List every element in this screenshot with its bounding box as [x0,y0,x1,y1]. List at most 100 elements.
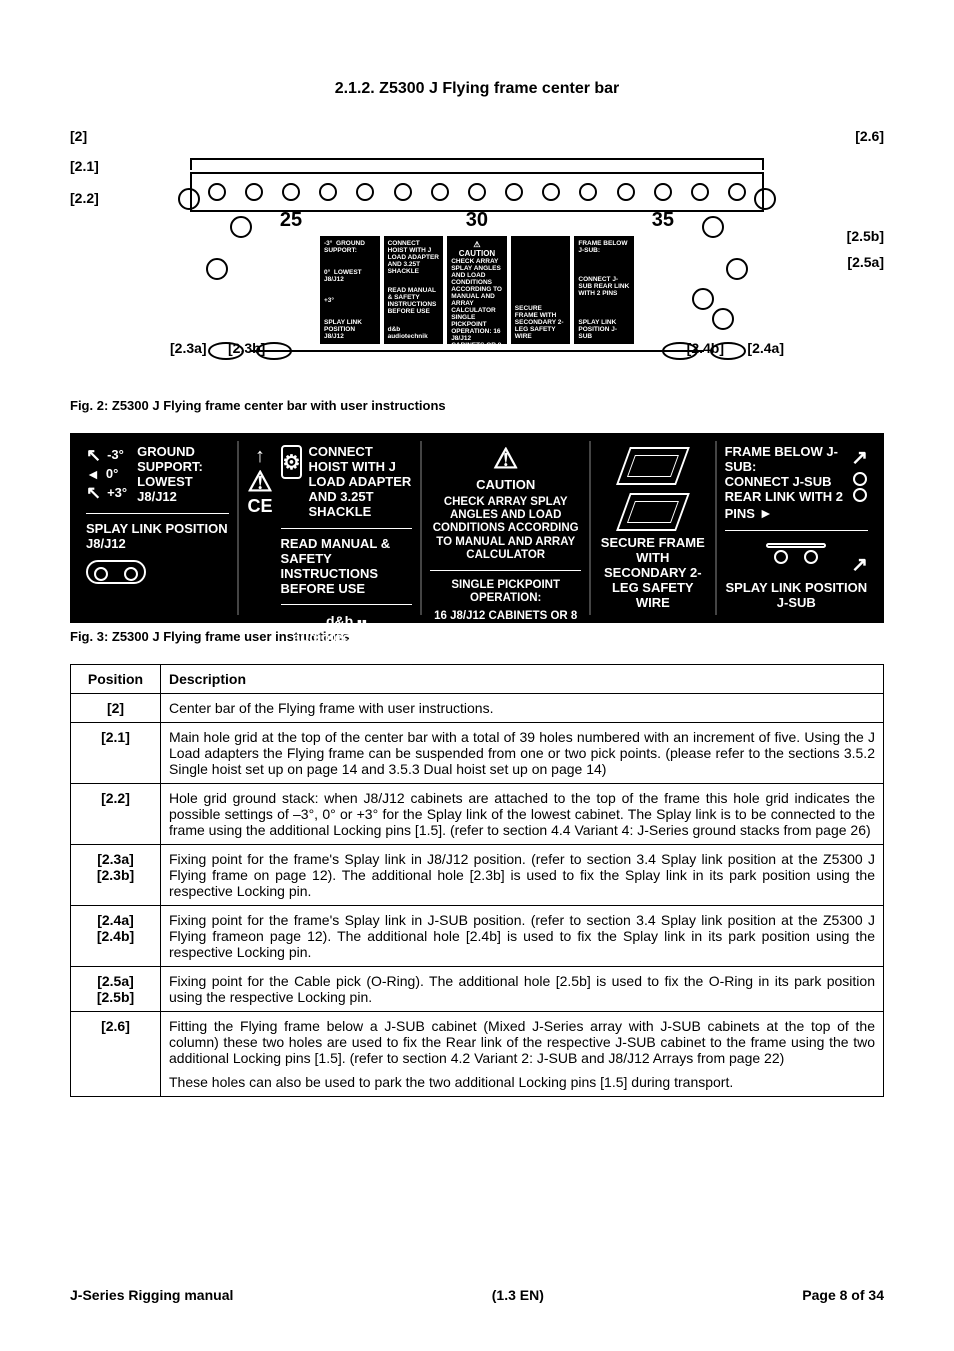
fig2-hole-grid: 25 30 35 [190,172,764,212]
separator [725,530,868,531]
text: CONNECT HOIST WITH J LOAD ADAPTER AND 3.… [308,445,412,520]
t: d&b audiotechnik [388,326,440,340]
fig2-bottom-line [250,350,704,352]
text: FRAME BELOW J-SUB: [725,445,844,475]
pin-icon [853,488,867,502]
table-cell-description: Fixing point for the frame's Splay link … [161,845,884,906]
fig2-panel-5: FRAME BELOW J-SUB: CONNECT J-SUB REAR LI… [574,236,634,344]
t: SPLAY LINK POSITION J8/J12 [324,319,376,340]
fig2-panel-4: SECURE FRAME WITH SECONDARY 2-LEG SAFETY… [511,236,571,344]
hole [394,183,412,201]
hook-icon: ⚙ [281,445,303,479]
fig2-label-2-5b: [2.5b] [847,228,884,244]
frame-icon [616,447,690,485]
footer-center: (1.3 EN) [492,1287,544,1303]
fig2-lug [692,288,714,310]
t: READ MANUAL & SAFETY INSTRUCTIONS BEFORE… [388,287,440,315]
fig2-lug [726,258,748,280]
deg-label: 0° [106,467,118,482]
table-header-position: Position [71,665,161,694]
fig2-bottom-lug [662,342,698,360]
section-title: 2.1.2. Z5300 J Flying frame center bar [70,80,884,98]
fig2-lug [230,216,252,238]
arrow-left-icon [86,466,100,483]
pin-icons: ↗ [851,445,868,522]
arrow-ne-icon: ↗ [851,554,868,576]
table-row: [2.3a] [2.3b]Fixing point for the frame'… [71,845,884,906]
table-row: [2.6]Fitting the Flying frame below a J-… [71,1012,884,1097]
table-cell-description: Fitting the Flying frame below a J-SUB c… [161,1012,884,1097]
text: 16 J8/J12 CABINETS OR 8 J-SUB CABINETS M… [430,610,581,636]
arrow-sw-icon: ↙ [86,483,101,504]
fig2-label-2: [2] [70,128,87,144]
text: SPLAY LINK POSITION J-SUB [725,581,868,611]
text: CAUTION [430,477,581,492]
table-cell-description: Center bar of the Flying frame with user… [161,694,884,723]
fig2-bar: 25 30 35 -3° GROUND SUPPORT: 0° [190,158,764,358]
table-header-description: Description [161,665,884,694]
deg-label: +3° [107,486,127,501]
table-cell-position: [2.1] [71,723,161,784]
table-cell-position: [2] [71,694,161,723]
fig2-label-2-6: [2.6] [855,128,884,144]
deg: 0° [324,269,330,276]
hole [356,183,374,201]
text: LOWEST J8/J12 [137,475,229,505]
hole [319,183,337,201]
hole-number: 25 [280,209,302,232]
fig3-col-2: ↑ ⚠ CE ⚙ CONNECT HOIST WITH J LOAD ADAPT… [239,441,422,615]
footer-right: Page 8 of 34 [802,1287,884,1303]
hole: 30 [468,183,486,201]
deg: +3° [324,297,334,304]
fig3-col-5: FRAME BELOW J-SUB: CONNECT J-SUB REAR LI… [717,441,876,615]
table-cell-description: Fixing point for the frame's Splay link … [161,906,884,967]
table-cell-position: [2.6] [71,1012,161,1097]
fig2-label-2-5a: [2.5a] [847,254,884,270]
table-row: [2.4a] [2.4b]Fixing point for the frame'… [71,906,884,967]
table-cell-position: [2.3a] [2.3b] [71,845,161,906]
footer-left: J-Series Rigging manual [70,1287,233,1303]
t: SPLAY LINK POSITION J-SUB [578,319,630,340]
arrow-nw-icon: ↖ [86,445,101,466]
warning-icon: ⚠ [247,468,272,496]
t: LOWEST J8/J12 [324,269,362,283]
ce-mark-icon: CE [247,496,272,517]
t: FRAME BELOW J-SUB: [578,240,630,254]
fig3-col-1: ↖ -3° 0° ↙ +3° GROUND SUPPORT: LOWEST J8/J… [78,441,239,615]
hole [431,183,449,201]
deg-label: -3° [107,448,124,463]
frame-icon [616,493,690,531]
text: GROUND SUPPORT: [137,445,229,475]
arrow-ne-icon: ↗ [851,445,868,470]
table-row: [2.5a] [2.5b]Fixing point for the Cable … [71,967,884,1012]
t: CONNECT HOIST WITH J LOAD ADAPTER AND 3.… [388,240,440,275]
figure-3: ↖ -3° 0° ↙ +3° GROUND SUPPORT: LOWEST J8/J… [70,433,884,623]
hole: 35 [654,183,672,201]
fig2-lug [178,188,200,210]
table-cell-description: Main hole grid at the top of the center … [161,723,884,784]
table-row: [2.2]Hole grid ground stack: when J8/J12… [71,784,884,845]
arrow-up-icon: ↑ [255,445,265,468]
pin-icon [853,472,867,486]
fig2-bottom-lug [256,342,292,360]
fig2-bottom-lug [710,342,746,360]
t: SECURE FRAME WITH SECONDARY 2-LEG SAFETY… [515,305,567,340]
hole [245,183,263,201]
separator [281,604,413,605]
fig2-panel-1: -3° GROUND SUPPORT: 0° LOWEST J8/J12 +3°… [320,236,380,344]
hole [505,183,523,201]
separator [86,513,229,514]
splay-link-icon [766,543,826,548]
hole [728,183,746,201]
t: CONNECT J-SUB REAR LINK WITH 2 PINS [578,276,630,297]
fig2-lug [206,258,228,280]
text: CONNECT J-SUB REAR LINK WITH 2 PINS [725,475,844,522]
fig2-panel-2: CONNECT HOIST WITH J LOAD ADAPTER AND 3.… [384,236,444,344]
position-table: Position Description [2]Center bar of th… [70,664,884,1097]
fig2-panels: -3° GROUND SUPPORT: 0° LOWEST J8/J12 +3°… [320,236,634,344]
fig2-panel-3: ⚠CAUTION CHECK ARRAY SPLAY ANGLES AND LO… [447,236,507,344]
fig3-col-3: ⚠ CAUTION CHECK ARRAY SPLAY ANGLES AND L… [422,441,591,615]
table-cell-position: [2.5a] [2.5b] [71,967,161,1012]
text: READ MANUAL & SAFETY INSTRUCTIONS BEFORE… [281,537,413,597]
table-header-row: Position Description [71,665,884,694]
